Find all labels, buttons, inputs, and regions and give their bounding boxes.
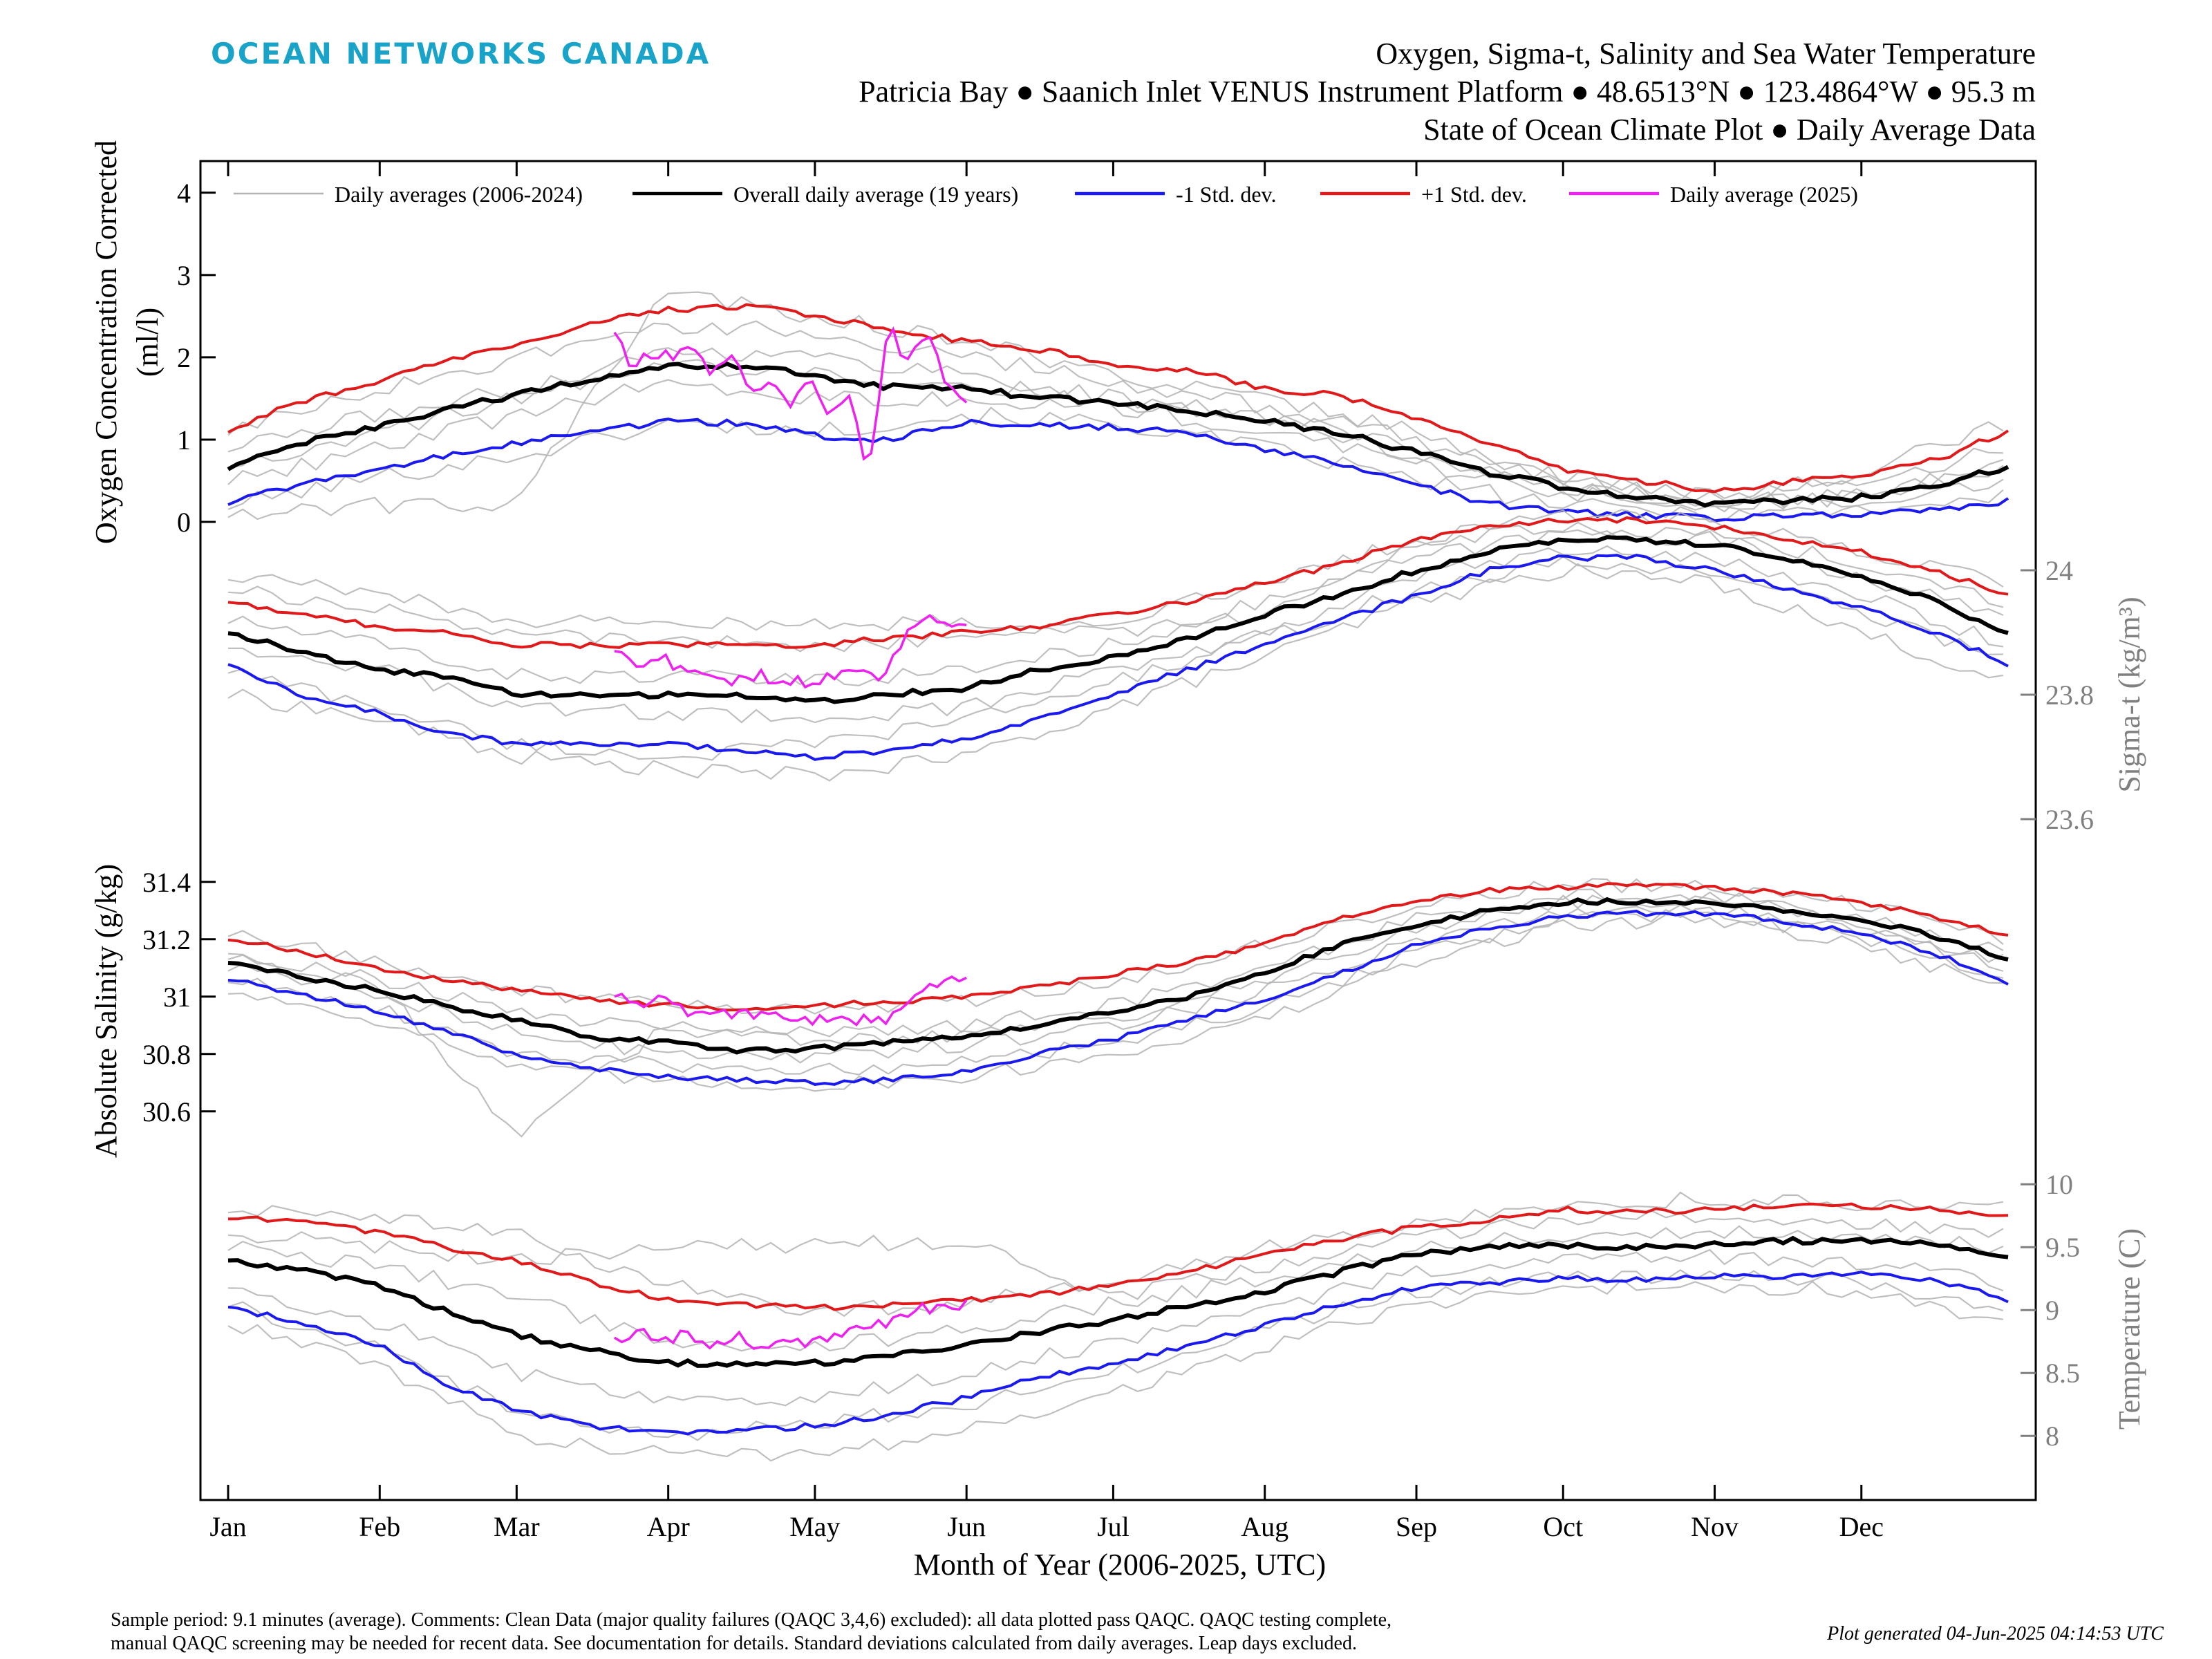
y-axis-label-temperature: Temperature (C) [2112,1228,2146,1430]
y-tick-label: 1 [177,424,191,456]
ocean-networks-canada-logo: OCEAN NETWORKS CANADA [211,37,711,71]
historical-daily-average-line [227,906,2004,1076]
y-tick-label: 10 [2045,1169,2073,1200]
x-tick-label-sep: Sep [1396,1511,1437,1542]
historical-daily-average-line [227,406,2004,523]
x-tick-label-apr: Apr [647,1511,690,1542]
y-axis-label-sigma: Sigma-t (kg/m³) [2112,597,2146,792]
y-tick-label: 30.6 [142,1096,191,1127]
x-axis-label: Month of Year (2006-2025, UTC) [914,1548,1326,1582]
series-line-mean [227,1235,2009,1368]
y-tick-label: 31.2 [142,924,191,955]
y-tick-label: 24 [2045,555,2073,586]
series-line-plus [227,1202,2009,1311]
panel-oxygen: 0 1 2 3 4 Oxygen Concentration Corrected (ml/l… [89,140,2009,544]
legend-label-minus: -1 Std. dev. [1176,182,1276,207]
x-tick-label-nov: Nov [1691,1511,1738,1542]
y-tick-label: 9 [2045,1295,2059,1326]
series-line-current-2025 [613,326,968,461]
historical-daily-average-line [227,888,2004,1039]
legend-label-plus: +1 Std. dev. [1421,182,1527,207]
chart-title: Oxygen, Sigma-t, Salinity and Sea Water … [1376,37,2036,71]
historical-daily-average-line [227,894,2004,1138]
historical-daily-average-line [227,521,2004,637]
series-line-minus [227,910,2009,1086]
y-tick-label: 8 [2045,1421,2059,1452]
panel-salinity: 30.6 30.8 31 31.2 31.4 Absolute Salinity (g/k… [89,864,2009,1158]
series-line-minus [227,418,2009,523]
plot-frame [199,160,2037,1501]
y-tick-label: 31.4 [142,867,191,898]
series-line-current-2025 [614,614,967,689]
series-line-current-2025 [614,975,967,1027]
y-tick-label: 4 [177,178,191,209]
series-line-current-2025 [614,1299,968,1350]
series-line-mean [227,361,2009,508]
x-tick-label-aug: Aug [1241,1511,1288,1542]
historical-daily-average-line [227,563,2004,782]
y-tick-label: 0 [177,507,191,538]
historical-daily-average-line [227,555,2003,761]
chart-subtitle-location: Patricia Bay ● Saanich Inlet VENUS Instr… [859,75,2036,109]
y-tick-label: 9.5 [2045,1232,2080,1263]
y-tick-label: 30.8 [142,1039,191,1070]
x-tick-label-oct: Oct [1543,1511,1583,1542]
x-tick-label-mar: Mar [494,1511,540,1542]
series-line-plus [227,882,2009,1012]
y-tick-label: 23.8 [2045,679,2094,711]
series-line-mean [227,535,2009,704]
footer-note-line-2: manual QAQC screening may be needed for … [111,1633,1357,1654]
panel-sigma: 23.6 23.8 24 Sigma-t (kg/m³) [227,509,2146,835]
historical-daily-average-line [227,1278,2004,1462]
x-tick-label-feb: Feb [359,1511,400,1542]
plot-area: Jan Feb Mar Apr May Jun Jul Aug Sep Oct Nov Dec0123… [89,140,2146,1542]
series-line-plus [227,516,2009,650]
y-axis-label-oxygen: Oxygen Concentration Corrected [89,140,123,544]
chart-subtitle-type: State of Ocean Climate Plot ● Daily Aver… [1423,113,2036,147]
y-tick-label: 2 [177,342,191,373]
legend-label-history: Daily averages (2006-2024) [335,182,583,207]
historical-daily-average-line [227,529,2004,686]
chart-legend: Daily averages (2006-2024) Overall daily … [234,182,1858,207]
x-tick-label-jun: Jun [947,1511,986,1542]
historical-daily-average-line [227,904,2004,1064]
y-axis-label-salinity: Absolute Salinity (g/kg) [89,864,123,1158]
historical-daily-average-line [227,1268,2004,1441]
historical-daily-average-line [228,545,2004,724]
x-tick-label-may: May [789,1511,840,1542]
x-tick-label-jan: Jan [209,1511,246,1542]
x-tick-label-dec: Dec [1839,1511,1884,1542]
historical-daily-average-line [227,1210,2004,1300]
legend-label-mean: Overall daily average (19 years) [733,182,1018,207]
historical-daily-average-line [227,291,2004,521]
x-tick-label-jul: Jul [1097,1511,1130,1542]
series-line-minus [227,1271,2009,1436]
footer-note-line-1: Sample period: 9.1 minutes (average). Co… [111,1609,1391,1631]
historical-daily-average-line [227,878,2004,1015]
series-line-mean [227,897,2009,1055]
y-tick-label: 8.5 [2045,1358,2080,1389]
series-line-plus [227,303,2009,494]
historical-daily-average-line [227,509,2004,653]
historical-daily-average-line [227,320,2003,502]
plot-generated-timestamp: Plot generated 04-Jun-2025 04:14:53 UTC [1826,1623,2164,1644]
y-tick-label: 31 [163,982,191,1013]
historical-daily-average-line [227,1248,2004,1407]
y-axis-unit-oxygen: (ml/l) [131,308,165,377]
legend-label-current: Daily average (2025) [1670,182,1858,207]
panel-temperature: 8 8.5 9 9.5 10 Temperature (C) [227,1169,2146,1462]
historical-daily-average-line [227,1225,2004,1352]
y-tick-label: 3 [177,260,191,291]
series-line-minus [227,554,2009,761]
y-tick-label: 23.6 [2045,804,2094,835]
historical-daily-average-line [227,914,2003,1092]
